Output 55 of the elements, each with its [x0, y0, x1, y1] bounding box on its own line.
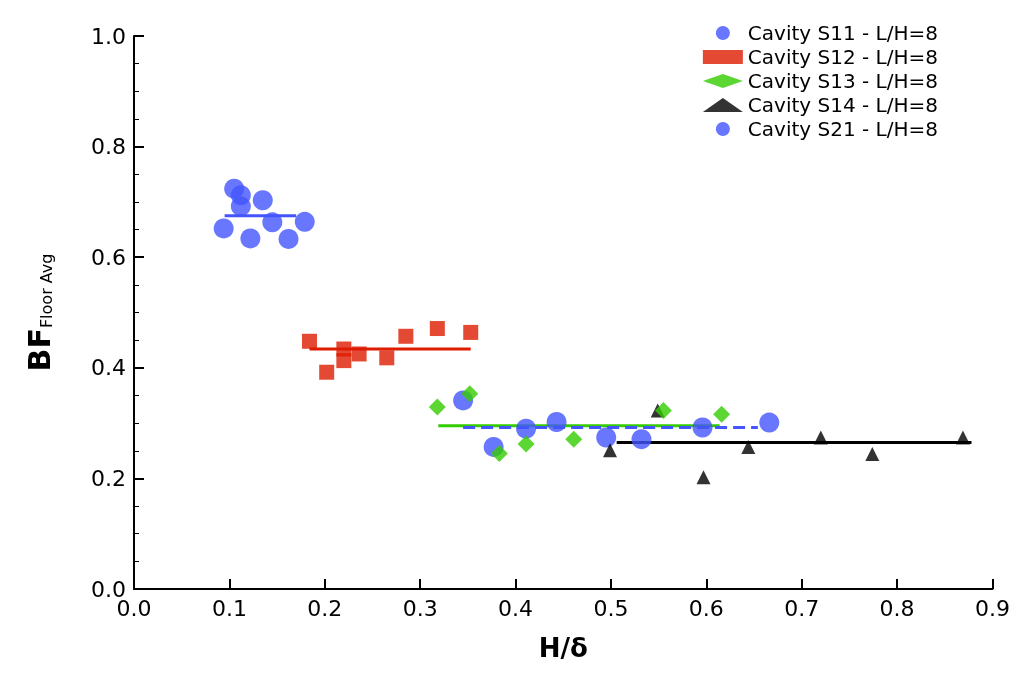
point [602, 443, 617, 458]
x-tick-label: 0.4 [498, 595, 534, 621]
point [517, 435, 535, 453]
x-tick-label: 0.2 [307, 595, 343, 621]
x-tick-label: 0.9 [975, 595, 1011, 621]
x-tick-label: 0.3 [402, 595, 438, 621]
y-tick-label: 0.8 [91, 134, 126, 160]
x-tick-label: 0.5 [593, 595, 629, 621]
point [631, 429, 652, 450]
point [741, 439, 756, 454]
legend-label: Cavity S12 - L/H=8 [747, 45, 939, 69]
point [351, 346, 367, 362]
point [692, 417, 713, 438]
y-tick-label: 0.2 [91, 465, 126, 491]
point [262, 212, 283, 233]
point [713, 405, 731, 423]
point [278, 228, 299, 249]
point [302, 333, 318, 349]
point [813, 430, 828, 445]
point [654, 401, 672, 419]
point [240, 228, 261, 249]
point [398, 328, 414, 344]
point [336, 353, 352, 369]
x-tick-label: 0.6 [688, 595, 724, 621]
point [865, 447, 880, 462]
point [428, 398, 446, 416]
point [429, 321, 445, 337]
point [516, 418, 537, 439]
x-tick-label: 0.8 [879, 595, 915, 621]
point [696, 470, 711, 485]
x-axis-title: H/δ [538, 633, 588, 663]
y-tick-label: 0.6 [91, 244, 126, 270]
point [463, 324, 479, 340]
point [230, 196, 251, 217]
legend-label: Cavity S14 - L/H=8 [747, 93, 939, 117]
point [490, 445, 508, 463]
point [759, 412, 780, 433]
point [955, 430, 970, 445]
x-tick-label: 0.1 [211, 595, 247, 621]
y-tick-label: 1.0 [91, 23, 126, 49]
legend-label: Cavity S11 - L/H=8 [747, 21, 939, 45]
point [461, 385, 479, 403]
point [294, 211, 315, 232]
y-tick-label: 0.4 [91, 355, 126, 381]
y-axis-title: BFFloor Avg [21, 253, 57, 372]
point [596, 427, 617, 448]
point [319, 364, 335, 380]
legend-label: Cavity S21 - L/H=8 [747, 117, 939, 141]
point [379, 350, 395, 366]
legend-label: Cavity S13 - L/H=8 [747, 69, 939, 93]
point [546, 412, 567, 432]
point [565, 430, 583, 448]
point [213, 218, 234, 239]
point [252, 190, 273, 211]
x-tick-label: 0.7 [784, 595, 820, 621]
